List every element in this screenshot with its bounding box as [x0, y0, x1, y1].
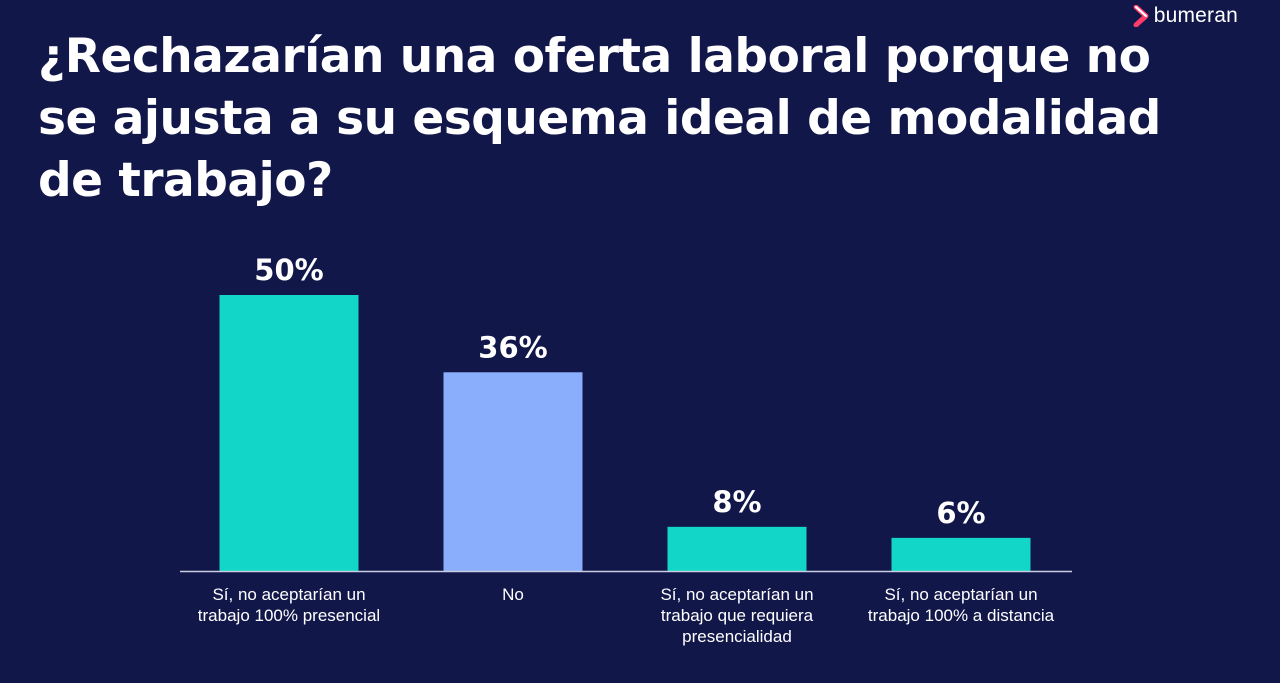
- data-label-1: 50%: [254, 253, 323, 287]
- category-label-4: Sí, no aceptarían un trabajo 100% a dist…: [867, 585, 1055, 625]
- bumeran-chevron-icon: [1133, 5, 1149, 27]
- bar-4: [891, 537, 1031, 571]
- category-label-1: Sí, no aceptarían un trabajo 100% presen…: [197, 585, 381, 625]
- bar-2: [443, 372, 583, 571]
- category-label-2: No: [502, 585, 524, 604]
- brand-name: bumeran: [1153, 4, 1238, 27]
- page-title: ¿Rechazarían una oferta laboral porque n…: [38, 29, 1161, 208]
- brand-logo: bumeran: [1133, 4, 1238, 28]
- bar-1: [219, 295, 359, 571]
- data-label-2: 36%: [478, 330, 547, 364]
- bar-3: [667, 526, 807, 571]
- data-label-4: 6%: [936, 496, 985, 530]
- data-label-3: 8%: [712, 485, 761, 519]
- category-label-3: Sí, no aceptarían un trabajo que requier…: [660, 585, 814, 646]
